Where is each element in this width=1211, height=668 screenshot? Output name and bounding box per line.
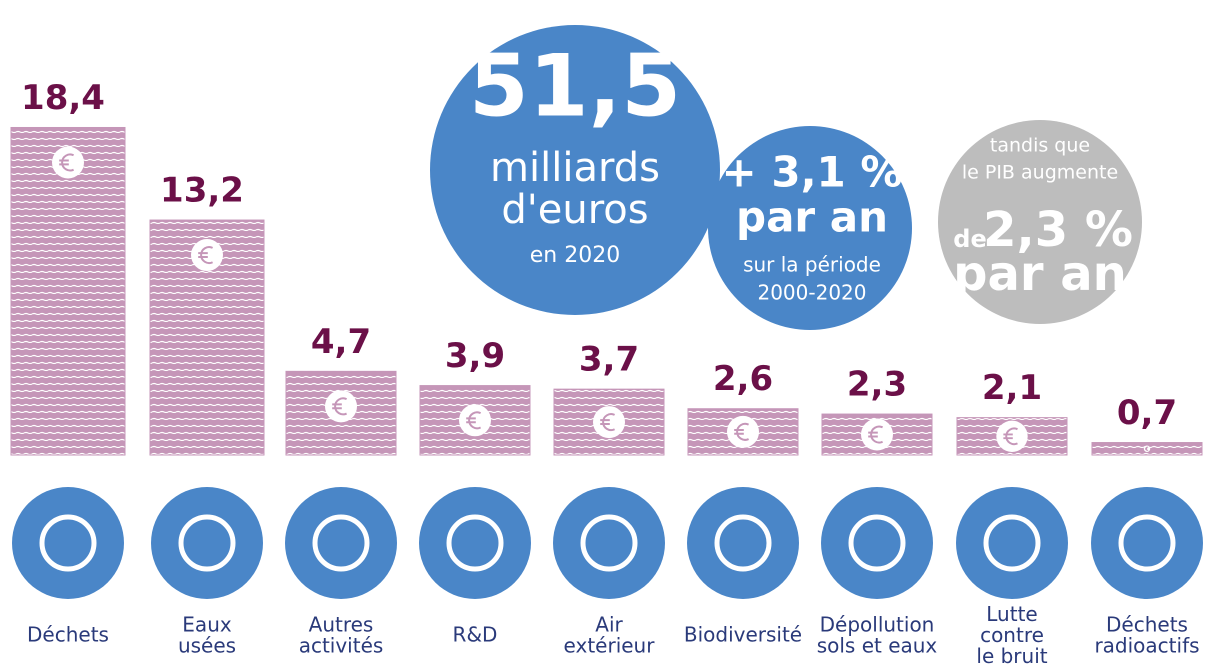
infographic: 51,5 milliards d'euros en 2020 + 3,1 % p…: [0, 0, 1211, 668]
euro-icon: [727, 416, 759, 448]
gdp-text: tandis que: [990, 135, 1090, 157]
category-label: Déchets: [27, 623, 109, 647]
euro-icon: [593, 406, 625, 438]
euro-icon: [325, 390, 357, 422]
total-unit: d'euros: [501, 187, 648, 233]
category-label: R&D: [453, 623, 498, 647]
category-icon: [553, 487, 665, 599]
value-label: 18,4: [21, 78, 105, 118]
value-label: 4,7: [311, 322, 371, 362]
category-label: Biodiversité: [684, 623, 802, 647]
euro-icon: [996, 421, 1027, 452]
category-icon: [1091, 487, 1203, 599]
euro-icon: [459, 404, 491, 436]
gdp-text: le PIB augmente: [962, 162, 1118, 184]
growth-period: sur la période: [743, 253, 881, 277]
growth-value: + 3,1 %: [722, 148, 903, 197]
category-icon: [12, 487, 124, 599]
euro-icon: [52, 146, 84, 178]
value-label: 13,2: [160, 171, 244, 211]
value-label: 2,3: [847, 365, 907, 405]
euro-icon: [861, 419, 893, 451]
growth-period: 2000-2020: [757, 281, 866, 305]
growth-unit: par an: [736, 193, 888, 242]
category-icon: [151, 487, 263, 599]
total-value: 51,5: [469, 36, 681, 136]
euro-icon: [191, 239, 223, 271]
total-year: en 2020: [530, 243, 620, 268]
value-label: 0,7: [1117, 393, 1177, 433]
value-label: 2,6: [713, 359, 773, 399]
category-icon: [687, 487, 799, 599]
category-icon: [956, 487, 1068, 599]
value-label: 2,1: [982, 368, 1042, 408]
gdp-unit: par an: [953, 246, 1127, 302]
category-icon: [285, 487, 397, 599]
value-label: 3,9: [445, 336, 505, 376]
category-icon: [419, 487, 531, 599]
value-label: 3,7: [579, 340, 639, 380]
category-icon: [821, 487, 933, 599]
total-unit: milliards: [490, 145, 660, 191]
